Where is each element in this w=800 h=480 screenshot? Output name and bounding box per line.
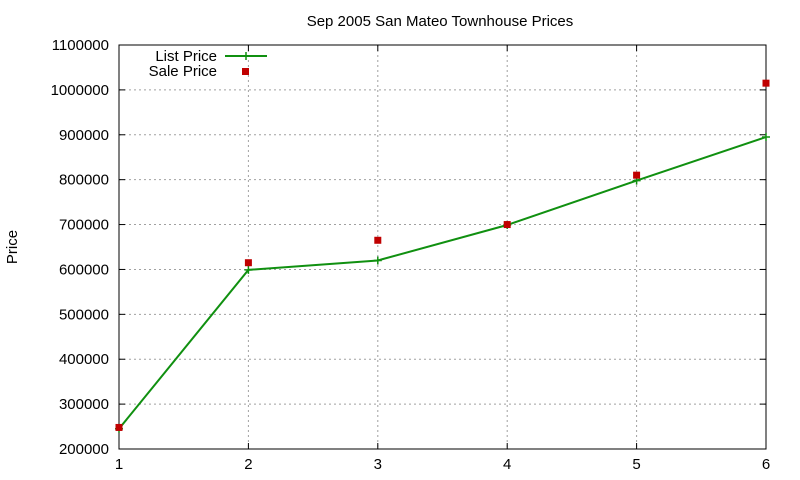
sale-price-point [762,79,770,87]
y-tick-label: 600000 [59,261,109,278]
series-layer [115,79,770,433]
y-tick-label: 1000000 [51,82,109,99]
list-price-point [373,256,382,265]
y-tick-label: 400000 [59,351,109,368]
plot-frame [118,44,767,450]
y-tick-label: 900000 [59,127,109,144]
legend-marker-sale-price [242,68,249,75]
x-tick-label: 1 [115,456,123,473]
y-tick-label: 300000 [59,396,109,413]
y-axis-label: Price [4,230,21,264]
legend: List Price Sale Price [149,48,267,80]
x-tick-label: 6 [762,456,770,473]
sale-price-point [503,221,511,229]
sale-price-point [633,171,641,179]
sale-price-point [244,259,252,267]
list-price-line [118,136,767,430]
x-tick-label: 5 [632,456,640,473]
list-price-point [762,133,770,142]
sale-price-point [115,423,123,431]
grid-layer [119,45,766,449]
chart-title: Sep 2005 San Mateo Townhouse Prices [307,13,574,30]
sale-price-point [374,236,382,244]
x-tick-label: 4 [503,456,511,473]
y-tick-label: 800000 [59,172,109,189]
legend-label-sale-price: Sale Price [149,63,217,80]
legend-marker-list-price [242,52,250,60]
y-tick-label: 700000 [59,217,109,234]
list-price-point [244,265,253,274]
y-tick-label: 200000 [59,441,109,458]
tick-layer: 200000 300000 400000 500000 600000 700000 8000… [51,37,771,473]
legend-label-list-price: List Price [155,48,217,65]
x-tick-label: 2 [244,456,252,473]
y-tick-label: 500000 [59,306,109,323]
y-tick-label: 1100000 [52,37,109,54]
x-tick-label: 3 [374,456,382,473]
